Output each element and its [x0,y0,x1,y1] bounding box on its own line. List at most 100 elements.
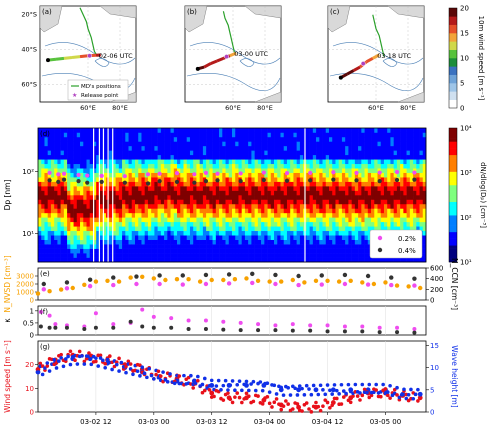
heatmap-cell [50,150,55,156]
heatmap-cell [235,253,239,258]
heatmap-cell [189,195,194,200]
heatmap-cell [345,145,349,151]
heatmap-cell [283,230,288,236]
data-point [140,324,145,329]
heatmap-cell [364,226,369,232]
heatmap-cell [118,181,123,187]
heatmap-cell [341,248,346,254]
heatmap-cell [80,235,84,240]
heatmap-cell [400,172,404,178]
heatmap-cell [248,212,252,218]
heatmap-cell [371,181,375,187]
heatmap-cell [147,248,152,254]
panel-label: (f) [40,308,48,316]
wind-speed-point [38,361,43,366]
heatmap-cell [329,217,333,223]
heatmap-cell [393,150,398,156]
heatmap-cell [364,221,369,227]
map-time-label: 03-18 UTC [377,52,411,60]
data-point [336,279,342,284]
heatmap-cell [76,159,81,165]
heatmap-cell [374,186,378,191]
wave-height-point [80,354,84,358]
heatmap-cell [419,159,424,165]
heatmap-cell [219,230,223,236]
heatmap-cell [167,159,171,165]
heatmap-cell [319,181,323,187]
heatmap-cell [419,172,424,178]
heatmap-cell [325,145,330,151]
heatmap-cell [280,195,285,200]
heatmap-cell [235,132,239,138]
heatmap-cell [277,154,281,160]
heatmap-cell [183,168,188,173]
heatmap-cell [422,248,427,254]
heatmap-cell [380,257,385,263]
heatmap-cell [115,199,120,205]
heatmap-cell [54,230,58,236]
heatmap-cell [290,159,294,165]
heatmap-cell [57,199,61,205]
heatmap-cell [219,141,223,147]
heatmap-cell [170,132,175,138]
heatmap-cell [189,235,194,240]
heatmap-cell [329,163,333,169]
heatmap-cell [141,186,145,191]
heatmap-cell [254,190,259,196]
heatmap-cell [225,136,230,142]
data-point [47,289,52,294]
heatmap-cell [63,239,68,245]
heatmap-cell [396,203,401,209]
wave-height-point [226,388,230,392]
heatmap-cell [270,199,275,205]
heatmap-cell [293,253,297,258]
heatmap-cell [335,190,339,196]
heatmap-cell [54,244,58,249]
heatmap-cell [283,154,288,160]
heatmap-cell [422,226,427,232]
heatmap-cell [50,248,55,254]
heatmap-cell [38,181,42,187]
heatmap-cell [283,221,288,227]
heatmap-cell [358,136,362,142]
heatmap-cell [189,181,194,187]
heatmap-cell [312,136,317,142]
heatmap-cell [44,212,48,218]
heatmap-cell [125,244,129,249]
heatmap-cell [202,132,207,138]
heatmap-cell [235,190,239,196]
data-point [412,283,417,288]
heatmap-cell [296,239,301,245]
size-colorbar-cell [449,255,457,259]
heatmap-cell [270,150,275,156]
heatmap-cell [228,163,233,169]
heatmap-cell [306,253,310,258]
heatmap-cell [170,186,175,191]
heatmap-cell [232,186,236,191]
heatmap-cell [293,244,297,249]
heatmap-cell [63,203,68,209]
heatmap-cell [413,163,417,169]
heatmap-cell [38,186,42,191]
heatmap-cell [193,244,197,249]
heatmap-cell [413,195,417,200]
heatmap-cell [306,136,310,142]
wind-speed-point [246,394,251,399]
data-point [325,278,330,283]
heatmap-cell [196,235,200,240]
heatmap-cell [377,172,382,178]
heatmap-cell [286,221,291,227]
heatmap-cell [135,186,139,191]
heatmap-cell [102,154,107,160]
wind-colorbar-tick: 5 [460,80,464,88]
heatmap-cell [73,230,78,236]
heatmap-cell [96,257,100,263]
heatmap-cell [164,208,168,214]
wind-speed-point [226,391,230,395]
heatmap-cell [199,154,204,160]
heatmap-cell [309,172,314,178]
heatmap-cell [396,168,401,173]
heatmap-cell [338,248,343,254]
heatmap-cell [47,230,52,236]
wave-height-point [182,373,186,378]
